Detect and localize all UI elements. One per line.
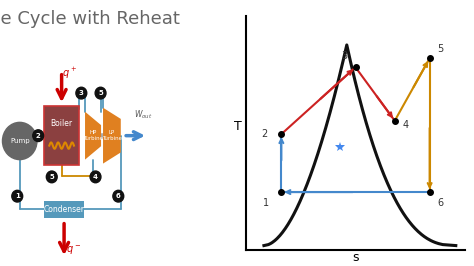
Circle shape	[95, 87, 106, 99]
Text: $q^-$: $q^-$	[66, 244, 82, 257]
Polygon shape	[103, 108, 121, 164]
Text: University
of the
West of
England: University of the West of England	[447, 15, 467, 33]
Circle shape	[76, 87, 87, 99]
Text: 1: 1	[15, 193, 20, 199]
Circle shape	[46, 171, 57, 183]
Circle shape	[12, 190, 23, 202]
Text: 2: 2	[261, 129, 267, 139]
Text: 6: 6	[438, 198, 444, 208]
Text: 6: 6	[116, 193, 121, 199]
Text: 3: 3	[342, 51, 347, 61]
Text: Pump: Pump	[10, 138, 29, 144]
Text: 5: 5	[49, 174, 54, 180]
Circle shape	[2, 122, 37, 160]
Polygon shape	[85, 112, 101, 160]
Text: $W_{out}$: $W_{out}$	[134, 108, 152, 120]
Text: 4: 4	[93, 174, 98, 180]
Text: LP
Turbine: LP Turbine	[102, 130, 122, 141]
Text: 5: 5	[98, 90, 103, 96]
Circle shape	[113, 190, 124, 202]
Y-axis label: T: T	[234, 120, 242, 133]
Text: UWE
Bristol: UWE Bristol	[410, 14, 439, 34]
Text: Rankine Cycle with Reheat: Rankine Cycle with Reheat	[0, 10, 180, 28]
Text: 3: 3	[79, 90, 84, 96]
Text: 5: 5	[438, 44, 444, 55]
Text: Boiler: Boiler	[51, 119, 73, 128]
Text: $q^+$: $q^+$	[62, 66, 76, 81]
Text: 2: 2	[36, 133, 41, 139]
Text: Condenser: Condenser	[44, 205, 84, 214]
Text: 4: 4	[402, 120, 409, 130]
Text: 1: 1	[263, 198, 269, 208]
FancyBboxPatch shape	[45, 201, 84, 218]
FancyBboxPatch shape	[45, 106, 79, 165]
Circle shape	[90, 171, 101, 183]
Circle shape	[33, 130, 44, 142]
X-axis label: s: s	[352, 251, 359, 264]
Text: HP
Turbine: HP Turbine	[83, 130, 103, 141]
